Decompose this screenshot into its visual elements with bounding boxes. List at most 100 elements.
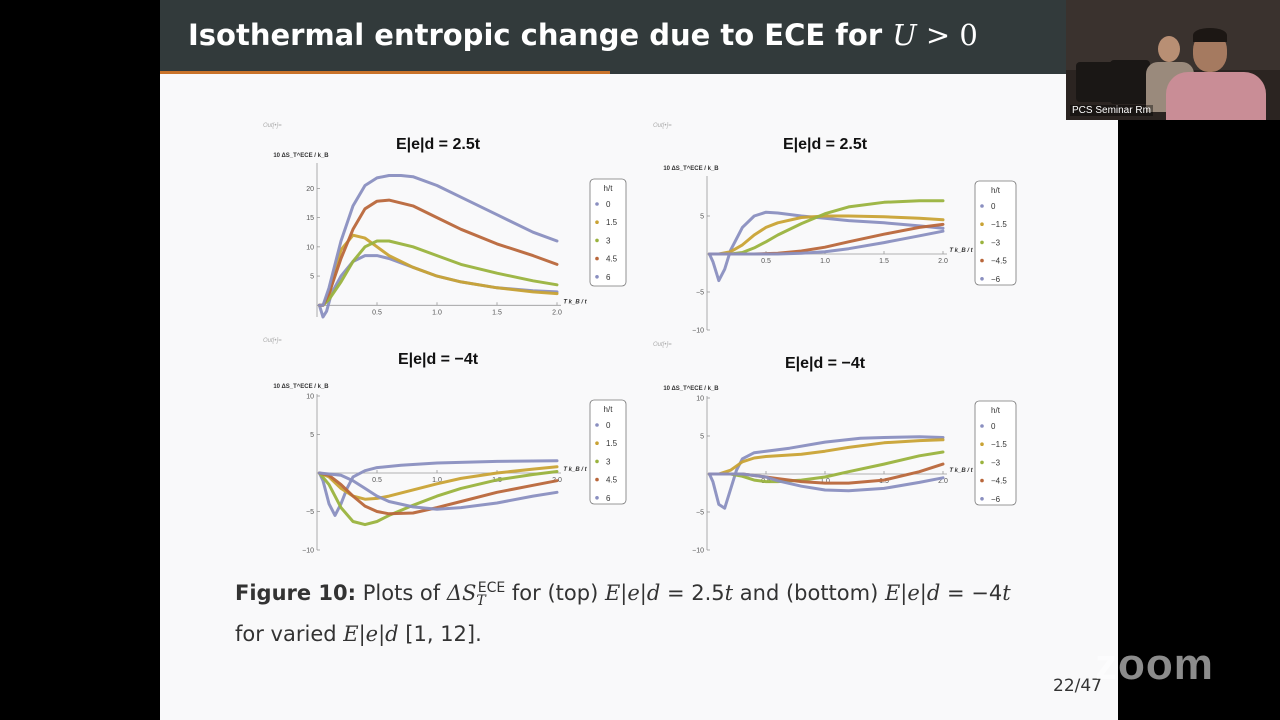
caption-text-3: and (bottom) (733, 581, 885, 605)
caption-label: Figure 10: (235, 581, 357, 605)
series-line-4 (317, 174, 559, 307)
out-label: Out[•]= (263, 123, 282, 129)
caption-sub: T (476, 593, 486, 610)
title-math-op: > 0 (916, 18, 978, 52)
out-label: Out[•]= (653, 123, 672, 129)
participant-label: PCS Seminar Rm (1070, 105, 1153, 116)
series-line-0 (317, 459, 559, 517)
legend-swatch (595, 275, 599, 279)
x-axis-label: T k_B / t (949, 468, 973, 474)
legend-swatch (595, 256, 599, 261)
legend-swatch (980, 442, 984, 447)
legend-entry: 1.5 (606, 218, 618, 227)
x-tick-label: 1.5 (879, 258, 889, 265)
legend-swatch (595, 202, 599, 206)
caption-val-bottom: = −4 (940, 581, 1003, 605)
out-label: Out[•]= (653, 342, 672, 348)
caption-refs: [1, 12]. (398, 622, 482, 647)
x-tick-label: 1.5 (492, 309, 502, 316)
legend-swatch (980, 222, 984, 226)
legend-swatch (595, 477, 599, 482)
y-axis-label: 10 ΔS_T^ECE / k_B (663, 386, 719, 392)
series-line-1 (317, 233, 559, 307)
legend-entry: 0 (606, 200, 611, 209)
y-tick-label: 5 (700, 434, 704, 441)
chart-title: E|e|d = 2.5t (783, 136, 868, 153)
title-math-var: U (892, 18, 917, 52)
caption-val-top: = 2.5 (660, 581, 725, 605)
legend-swatch (980, 460, 984, 465)
legend-swatch (980, 240, 984, 245)
chart-title: E|e|d = 2.5t (396, 136, 481, 153)
legend-entry: 1.5 (606, 439, 618, 448)
slide-content-area (160, 74, 1118, 720)
page-number: 22/47 (1053, 676, 1102, 696)
figure-panels: Out[•]= E|e|d = 2.5t 10 ΔS_T^ECE / k_B T k_… (263, 123, 1017, 555)
video-thumbnail[interactable]: PCS Seminar Rm (1066, 0, 1280, 120)
legend-entry: −4.5 (991, 477, 1007, 486)
legend-swatch (980, 204, 984, 208)
x-tick-label: 0.5 (372, 477, 382, 484)
zoom-logo: zoom (1095, 640, 1214, 689)
x-axis-label: T k_B / t (563, 299, 587, 305)
legend-entry: 3 (606, 236, 611, 245)
y-tick-label: −10 (302, 548, 314, 555)
caption-t1: t (724, 581, 734, 605)
series-line-4 (707, 472, 945, 493)
legend-entry: 6 (606, 494, 611, 503)
slide-title-bar: Isothermal entropic change due to ECE fo… (160, 0, 1066, 74)
legend-entry: 3 (606, 457, 611, 466)
series-line-1 (707, 438, 945, 476)
series-line-4 (707, 229, 945, 256)
x-tick-label: 1.0 (820, 258, 830, 265)
y-tick-label: −10 (692, 548, 704, 555)
legend-title: h/t (991, 406, 1001, 415)
series-line-3 (317, 471, 559, 516)
video-chair (1110, 60, 1150, 104)
legend-entry: −3 (991, 238, 1001, 247)
x-tick-label: 1.0 (432, 477, 442, 484)
figure-caption: Figure 10: Plots of ΔSTECE for (top) E|e… (235, 572, 1065, 651)
x-tick-label: 2.0 (552, 309, 562, 316)
legend-entry: −3 (991, 458, 1001, 467)
x-tick-label: 0.5 (372, 309, 382, 316)
caption-text-4: for varied (235, 622, 344, 647)
y-axis-label: 10 ΔS_T^ECE / k_B (273, 384, 329, 390)
legend-swatch (980, 424, 984, 428)
y-tick-label: −10 (692, 328, 704, 335)
caption-expr-varied: E|e|d (343, 622, 399, 647)
legend-swatch (595, 220, 599, 224)
series-line-3 (317, 198, 559, 307)
legend-swatch (595, 238, 599, 243)
legend-swatch (595, 441, 599, 446)
legend-entry: 0 (606, 421, 611, 430)
legend-entry: −1.5 (991, 220, 1007, 229)
video-chair (1076, 62, 1114, 102)
y-tick-label: 10 (306, 394, 314, 401)
title-underline (160, 71, 610, 74)
out-label: Out[•]= (263, 338, 282, 344)
y-tick-label: 10 (306, 244, 314, 251)
legend-entry: 6 (606, 273, 611, 282)
y-axis-label: 10 ΔS_T^ECE / k_B (663, 166, 719, 172)
legend-swatch (595, 459, 599, 464)
legend-box (589, 399, 627, 505)
legend-title: h/t (604, 405, 614, 414)
caption-text-2: for (top) (505, 581, 605, 605)
y-tick-label: 5 (700, 214, 704, 221)
y-tick-label: 20 (306, 186, 314, 193)
legend-entry: −6 (991, 495, 1001, 504)
caption-text-1: Plots of (356, 581, 447, 605)
legend-entry: 4.5 (606, 255, 618, 264)
caption-t2: t (1002, 581, 1011, 605)
video-person-head (1158, 36, 1180, 62)
series-line-0 (317, 254, 559, 319)
title-prefix: Isothermal entropic change due to ECE fo… (188, 18, 893, 52)
x-tick-label: 0.5 (761, 258, 771, 265)
legend-entry: −6 (991, 275, 1001, 284)
slide-title: Isothermal entropic change due to ECE fo… (188, 18, 978, 52)
legend-box (589, 178, 627, 287)
legend-box (974, 400, 1017, 506)
x-tick-label: 2.0 (938, 258, 948, 265)
legend-swatch (980, 277, 984, 281)
